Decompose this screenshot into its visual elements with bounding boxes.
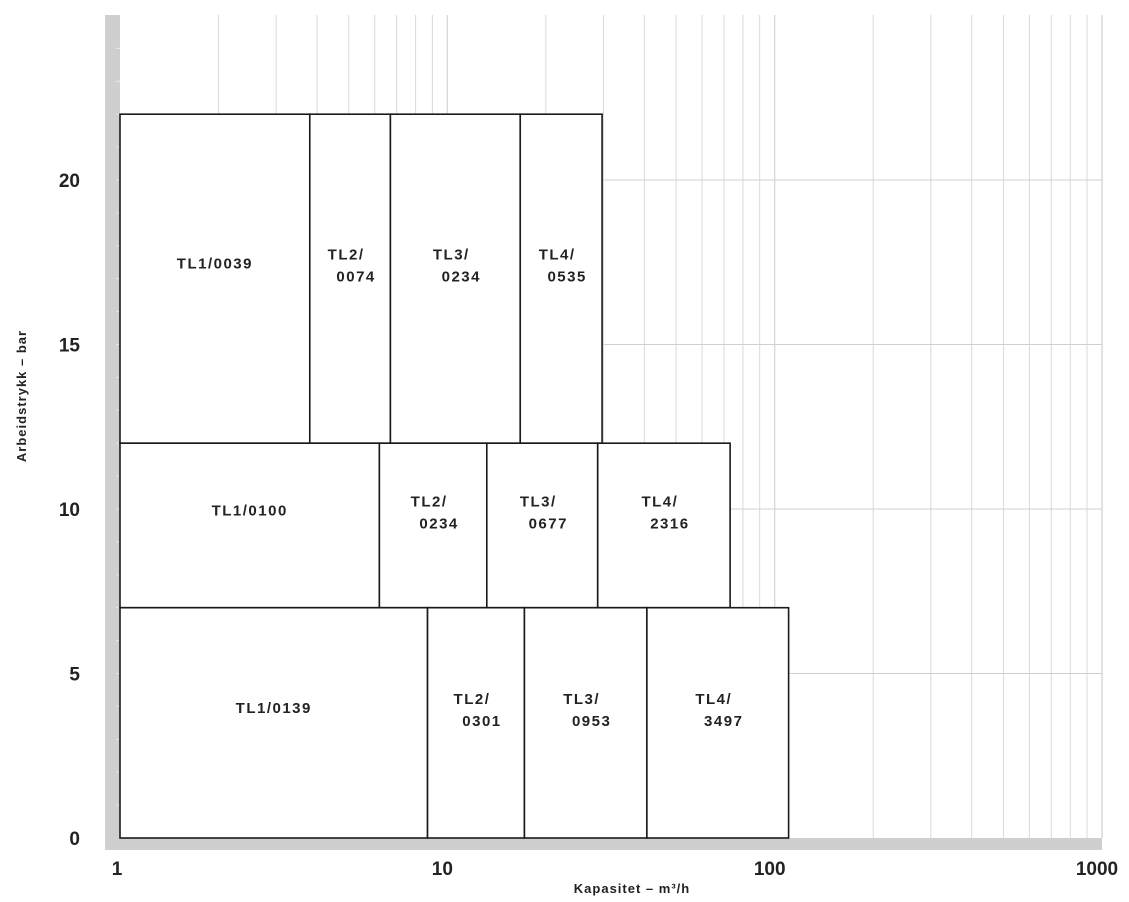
region-label-line2: 0301 [462,713,501,730]
region-box [119,113,311,444]
region-label: TL1/0039 [177,256,253,273]
region-label-line1: TL2/ [411,493,448,510]
region-box [519,113,603,444]
region-label-line2: 0234 [419,515,458,532]
region-label-line1: TL4/ [539,247,576,264]
region-label-line2: 0535 [547,269,586,286]
model-regions: TL1/0039TL2/0074TL3/0234TL4/0535TL1/0100… [119,113,790,839]
region-tl4-2316: TL4/2316 [596,442,731,609]
region-label-line2: 0234 [442,269,481,286]
y-axis-title: Arbeidstrykk – bar [14,330,29,462]
y-tick-label: 0 [69,829,80,850]
region-box [486,442,599,609]
region-box [308,113,392,444]
region-tl2-0074: TL2/0074 [308,113,392,444]
region-label-line1: TL4/ [641,493,678,510]
region-label-line1: TL2/ [328,247,365,264]
y-axis-bar [105,15,120,848]
region-box [426,606,526,839]
x-axis-title: Kapasitet – m³/h [574,881,690,896]
region-label-line1: TL3/ [520,493,557,510]
x-tick-label: 1 [112,859,123,880]
region-tl2-0301: TL2/0301 [426,606,526,839]
y-tick-label: 10 [59,500,80,521]
x-tick-label: 10 [432,859,453,880]
tick-labels: 1 10 100 1000 0 5 10 15 20 [59,171,1118,880]
y-tick-label: 20 [59,171,80,192]
region-tl4-3497: TL4/3497 [646,606,790,839]
region-label-line2: 0677 [529,515,568,532]
region-label: TL1/0100 [212,502,288,519]
region-box [646,606,790,839]
region-tl1-0139: TL1/0139 [119,606,429,839]
region-box [523,606,648,839]
region-tl3-0234: TL3/0234 [389,113,522,444]
region-label-line2: 3497 [704,713,743,730]
region-label-line1: TL3/ [563,691,600,708]
region-tl3-0677: TL3/0677 [486,442,599,609]
region-label-line1: TL4/ [695,691,732,708]
region-label-line2: 0953 [572,713,611,730]
region-tl2-0234: TL2/0234 [378,442,488,609]
region-box [596,442,731,609]
x-tick-label: 1000 [1076,859,1118,880]
region-label-line2: 2316 [650,515,689,532]
axes [105,15,1102,850]
region-label-line2: 0074 [336,269,375,286]
region-tl4-0535: TL4/0535 [519,113,603,444]
region-label: TL1/0139 [236,700,312,717]
region-box [119,442,381,609]
x-axis-bar [105,838,1102,850]
region-tl1-0100: TL1/0100 [119,442,381,609]
region-label-line1: TL2/ [454,691,491,708]
region-box [119,606,429,839]
region-label-line1: TL3/ [433,247,470,264]
y-tick-label: 5 [69,665,80,686]
region-tl3-0953: TL3/0953 [523,606,648,839]
region-tl1-0039: TL1/0039 [119,113,311,444]
y-tick-label: 15 [59,336,81,357]
x-tick-label: 100 [754,859,786,880]
